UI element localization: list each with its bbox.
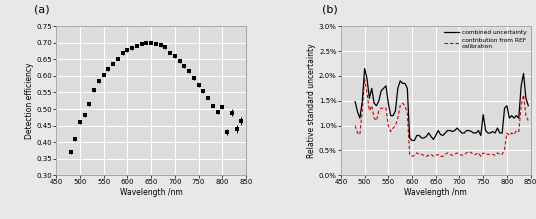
Line: contribution from REF
calibration: contribution from REF calibration: [355, 78, 528, 156]
contribution from REF
calibration: [525, 119, 532, 122]
Text: (b): (b): [322, 4, 338, 14]
Line: combined uncertainty: combined uncertainty: [355, 69, 528, 140]
Y-axis label: Relative standard uncertainty: Relative standard uncertainty: [307, 43, 316, 158]
X-axis label: Wavelength /nm: Wavelength /nm: [404, 188, 467, 197]
Text: (a): (a): [34, 4, 49, 14]
contribution from REF
calibration: [409, 155, 415, 158]
combined uncertainty: [392, 109, 399, 112]
combined uncertainty: [451, 129, 458, 132]
contribution from REF
calibration: [454, 152, 460, 154]
contribution from REF
calibration: [390, 127, 396, 129]
contribution from REF
calibration: [513, 129, 519, 132]
combined uncertainty: [409, 139, 415, 142]
combined uncertainty: [361, 67, 368, 70]
combined uncertainty: [414, 134, 420, 137]
contribution from REF
calibration: [414, 152, 420, 154]
combined uncertainty: [352, 101, 359, 103]
X-axis label: Wavelength /nm: Wavelength /nm: [120, 188, 183, 197]
Legend: combined uncertainty, contribution from REF
calibration: combined uncertainty, contribution from …: [442, 28, 529, 51]
contribution from REF
calibration: [392, 124, 399, 127]
Y-axis label: Detection efficiency: Detection efficiency: [25, 62, 34, 139]
contribution from REF
calibration: [451, 153, 458, 156]
combined uncertainty: [513, 114, 519, 117]
combined uncertainty: [454, 127, 460, 129]
contribution from REF
calibration: [352, 124, 359, 127]
contribution from REF
calibration: [361, 77, 368, 80]
combined uncertainty: [390, 114, 396, 117]
combined uncertainty: [525, 104, 532, 107]
